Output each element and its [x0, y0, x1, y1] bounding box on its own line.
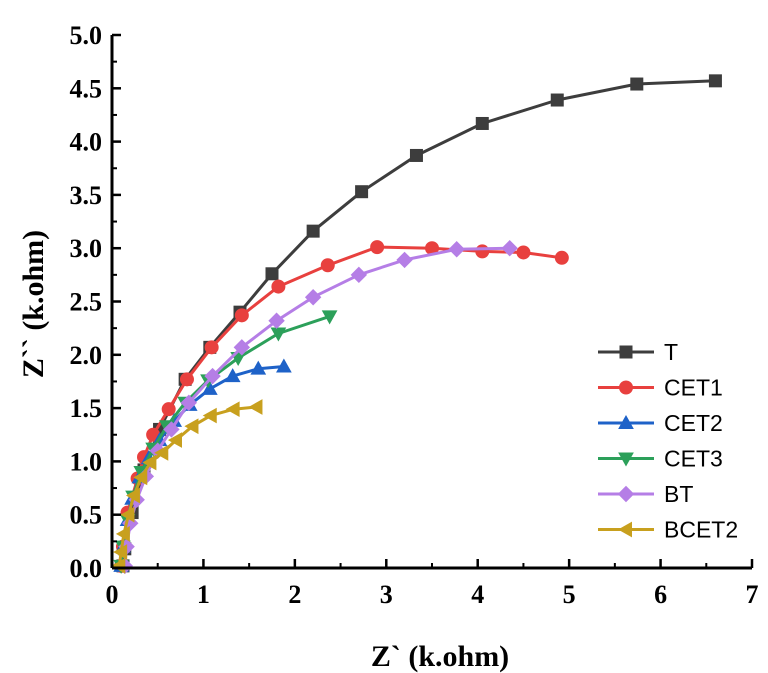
point-t — [708, 74, 722, 88]
point-bt — [396, 251, 413, 269]
y-tick-label: 3.5 — [70, 181, 103, 210]
x-tick-label: 7 — [746, 580, 759, 609]
legend-item-bcet2: BCET2 — [598, 517, 738, 543]
legend-label-t: T — [664, 339, 678, 365]
legend-label-bcet2: BCET2 — [664, 517, 738, 543]
point-bcet2 — [225, 401, 240, 418]
legend-label-cet2: CET2 — [664, 410, 723, 436]
point-bt — [268, 312, 285, 329]
point-cet1 — [271, 279, 286, 294]
point-bcet2 — [133, 469, 148, 486]
x-tick-label: 1 — [197, 580, 210, 609]
legend-label-cet3: CET3 — [664, 446, 723, 472]
axes-layer: 0 1 2 3 4 5 6 7 0.0 0.5 1.0 1.5 2.0 2.5 3.0 3.5 4.0 4.5 5.… — [70, 21, 759, 609]
point-cet1 — [179, 372, 194, 387]
point-t — [265, 267, 279, 281]
point-bt — [163, 421, 180, 438]
point-cet1 — [370, 240, 385, 255]
point-bt — [501, 239, 518, 257]
point-bt — [204, 367, 221, 385]
point-cet2 — [224, 368, 241, 383]
point-bcet2 — [167, 432, 182, 448]
y-tick-label: 5.0 — [70, 21, 103, 50]
point-cet1 — [204, 340, 219, 355]
y-tick-label: 1.5 — [70, 394, 103, 423]
series-bcet2 — [111, 399, 263, 574]
point-cet2 — [201, 380, 218, 395]
legend-marker-cet2 — [618, 414, 634, 429]
x-tick-label: 6 — [654, 580, 667, 609]
y-tick-label: 0.0 — [70, 554, 103, 583]
point-bt — [350, 266, 368, 284]
point-cet2 — [250, 360, 267, 375]
point-cet1 — [554, 250, 569, 265]
x-axis-title: Z` (k.ohm) — [371, 640, 509, 673]
point-bcet2 — [184, 418, 199, 435]
point-t — [355, 185, 369, 199]
series-layer — [111, 74, 722, 575]
y-tick-label: 4.5 — [70, 74, 103, 103]
y-tick-label: 0.5 — [70, 501, 103, 530]
legend-marker-bt — [617, 485, 635, 503]
x-tick-label: 2 — [288, 580, 301, 609]
point-bt — [304, 289, 322, 306]
point-bt — [180, 394, 198, 411]
point-bcet2 — [142, 454, 157, 471]
point-t — [630, 77, 644, 91]
x-tick-label: 0 — [106, 580, 119, 609]
point-cet3 — [270, 327, 287, 342]
point-bcet2 — [115, 526, 130, 542]
legend: T CET1 CET2 CET3 BT BCET2 — [598, 339, 738, 543]
point-bcet2 — [120, 506, 135, 523]
point-cet3 — [321, 310, 338, 325]
point-cet1 — [161, 402, 176, 417]
y-tick-label: 4.0 — [70, 128, 103, 157]
legend-item-cet1: CET1 — [598, 375, 723, 401]
point-bcet2 — [154, 445, 169, 461]
legend-item-cet2: CET2 — [598, 410, 723, 436]
point-t — [409, 148, 423, 162]
y-tick-label: 2.5 — [70, 288, 103, 317]
series-cet3 — [113, 310, 338, 574]
y-tick-label: 2.0 — [70, 341, 103, 370]
point-t — [306, 224, 320, 238]
legend-label-bt: BT — [664, 481, 693, 507]
y-tick-label: 3.0 — [70, 234, 103, 263]
point-bcet2 — [202, 407, 217, 424]
point-bcet2 — [113, 544, 128, 560]
legend-marker-cet1 — [619, 380, 633, 395]
point-bcet2 — [125, 487, 140, 504]
x-tick-label: 3 — [380, 580, 393, 609]
point-cet1 — [475, 244, 490, 259]
point-cet1 — [320, 258, 335, 273]
point-bt — [233, 339, 251, 356]
legend-item-t: T — [598, 339, 678, 365]
series-bt — [116, 239, 518, 575]
legend-item-bt: BT — [598, 481, 693, 507]
x-tick-label: 5 — [563, 580, 576, 609]
point-cet2 — [276, 358, 292, 373]
point-cet1 — [234, 308, 249, 323]
point-bcet2 — [248, 399, 263, 415]
point-t — [550, 93, 564, 107]
legend-item-cet3: CET3 — [598, 446, 723, 472]
point-cet1 — [516, 245, 531, 260]
y-axis-title: Z`` (k.ohm) — [17, 230, 50, 378]
point-bt — [448, 241, 465, 258]
x-tick-label: 4 — [471, 580, 484, 609]
legend-marker-t — [619, 345, 633, 359]
point-t — [475, 116, 489, 130]
legend-marker-bcet2 — [617, 521, 632, 538]
y-tick-label: 1.0 — [70, 447, 103, 476]
legend-marker-cet3 — [618, 452, 634, 467]
legend-label-cet1: CET1 — [664, 375, 723, 401]
